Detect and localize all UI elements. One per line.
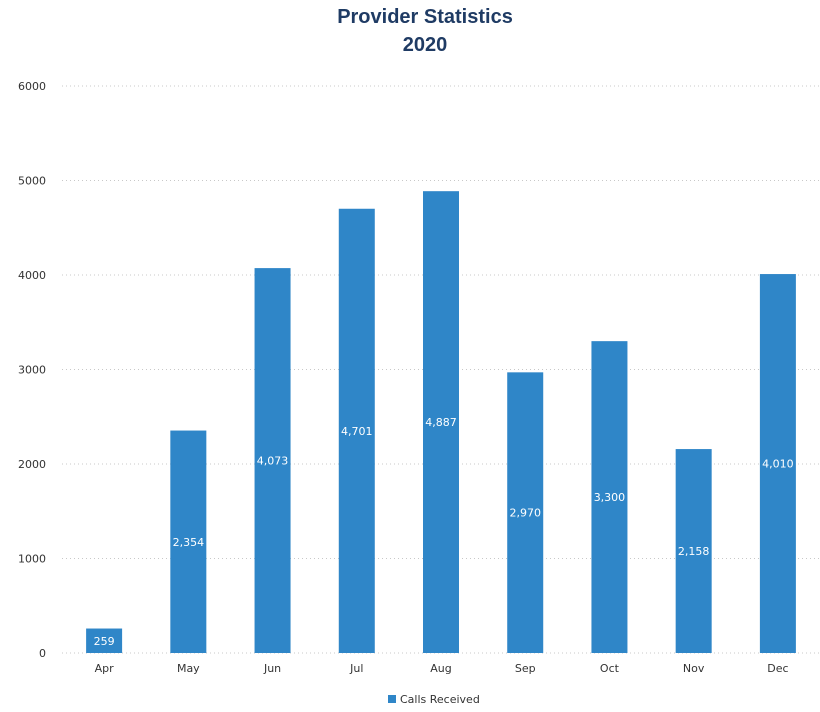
y-tick-label: 2000 <box>18 458 46 471</box>
data-label-oct: 3,300 <box>594 491 626 504</box>
data-label-sep: 2,970 <box>509 507 541 520</box>
y-tick-label: 6000 <box>18 80 46 93</box>
data-label-apr: 259 <box>94 635 115 648</box>
data-label-nov: 2,158 <box>678 545 710 558</box>
x-tick-label-aug: Aug <box>430 662 451 675</box>
x-tick-label-sep: Sep <box>515 662 536 675</box>
y-tick-label: 1000 <box>18 553 46 566</box>
x-tick-label-apr: Apr <box>95 662 115 675</box>
y-tick-label: 0 <box>39 647 46 660</box>
x-tick-label-jul: Jul <box>349 662 363 675</box>
x-tick-label-dec: Dec <box>767 662 788 675</box>
data-label-may: 2,354 <box>173 536 205 549</box>
y-axis-ticks: 0 1000 2000 3000 4000 5000 6000 <box>18 80 46 660</box>
bar-jul <box>338 208 375 653</box>
legend-swatch <box>388 695 396 703</box>
bar-aug <box>423 191 459 653</box>
x-axis-categories: Apr May Jun Jul Aug Sep Oct Nov Dec <box>95 662 789 675</box>
data-label-jun: 4,073 <box>257 455 289 468</box>
chart-subtitle: 2020 <box>403 34 448 56</box>
data-label-aug: 4,887 <box>425 416 457 429</box>
bar-oct <box>591 341 628 653</box>
bar-dec <box>759 274 796 653</box>
bar-jun <box>254 268 291 653</box>
x-tick-label-jun: Jun <box>263 662 281 675</box>
data-label-dec: 4,010 <box>762 458 794 471</box>
x-tick-label-nov: Nov <box>683 662 705 675</box>
chart-title: Provider Statistics <box>337 6 513 28</box>
data-label-jul: 4,701 <box>341 425 373 438</box>
y-tick-label: 3000 <box>18 364 46 377</box>
y-tick-label: 5000 <box>18 175 46 188</box>
x-tick-label-may: May <box>177 662 200 675</box>
legend-label: Calls Received <box>400 693 480 706</box>
legend: Calls Received <box>388 693 480 706</box>
bar-may <box>170 430 207 653</box>
bars: 259 2,354 4,073 4,701 4,887 2,970 3,300 2,158 4,… <box>86 191 796 653</box>
bar-sep <box>507 372 544 653</box>
bar-nov <box>675 449 712 653</box>
y-tick-label: 4000 <box>18 269 46 282</box>
bar-apr <box>86 628 123 653</box>
x-tick-label-oct: Oct <box>600 662 620 675</box>
